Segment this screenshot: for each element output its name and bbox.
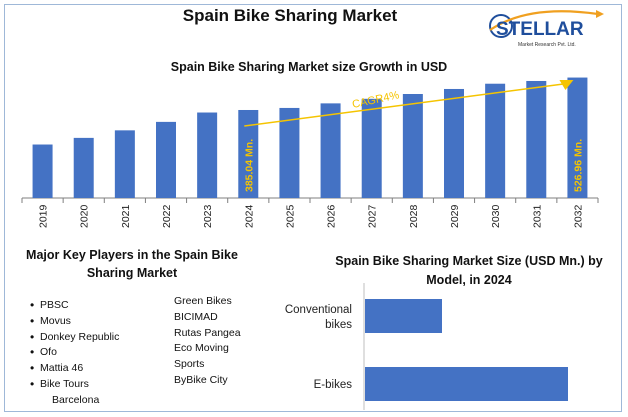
logo-subtext: Market Research Pvt. Ltd. [518,42,576,48]
player-item: Ofo [30,345,119,361]
players-title: Major Key Players in the Spain Bike Shar… [26,248,238,280]
x-tick-label: 2025 [284,204,296,228]
x-tick-label: 2027 [367,204,379,228]
logo-text: STELLAR [496,19,584,40]
x-tick-label: 2019 [38,204,50,228]
value-label-2032: 526.96 Mn. [572,139,584,192]
player-item: ByBike City [174,373,228,386]
bar-2023 [197,112,218,198]
player-item: Sports [174,358,205,371]
bar-2032 [567,77,588,198]
cagr-arrow-head [559,80,574,90]
x-tick-label: 2030 [490,204,502,228]
logo-swoosh [489,10,599,31]
x-tick-label: 2020 [79,204,91,228]
cagr-arrow-line [244,83,564,127]
x-tick-label: 2022 [161,204,173,228]
bar-2027 [361,98,382,198]
players-list-column1: PBSCMovusDonkey RepublicOfoMattia 46Bike… [30,298,119,409]
bar-2020 [73,137,94,198]
player-item: Rutas Pangea [174,326,241,339]
player-item: Bike Tours [30,377,119,393]
x-tick-label: 2028 [408,204,420,228]
bar-2026 [320,103,341,198]
bar-2019 [32,144,53,198]
value-label-2024: 385.04 Mn. [243,139,255,192]
bar-2024 [238,109,259,198]
bar-2031 [526,80,547,198]
player-item: Mattia 46 [30,361,119,377]
stellar-logo: STELLAR Market Research Pvt. Ltd. [489,10,604,48]
x-tick-label: 2032 [572,204,584,228]
player-item: BICIMAD [174,310,218,323]
bar-2028 [402,94,423,198]
x-tick-label: 2031 [531,204,543,228]
bar-2021 [114,130,135,198]
bar-2022 [156,121,176,198]
x-tick-label: 2026 [326,204,338,228]
players-list-column2: Green Bikes BICIMAD Rutas Pangea Eco Moving… [174,294,241,389]
chart-title: Spain Bike Sharing Market size Growth in… [170,60,448,74]
player-item: Green Bikes [174,295,232,307]
x-tick-label: 2029 [449,204,461,228]
player-item-continuation: Barcelona [52,393,100,406]
player-item: Donkey Republic [30,330,119,346]
model-chart-title: Spain Bike Sharing Market Size (USD Mn.)… [335,254,603,287]
x-tick-label: 2024 [243,204,255,228]
player-item: Movus [30,314,119,330]
page-title: Spain Bike Sharing Market [182,6,398,25]
bar-2030 [485,83,506,198]
player-item: Eco Moving [174,342,229,355]
player-item: PBSC [30,298,119,314]
growth-bar-chart: 2019 2020 2021 2022 2023 2024 2025 2026 2027 2028… [21,77,599,228]
x-tick-label: 2021 [120,204,132,228]
bar-2025 [279,107,300,198]
x-tick-label: 2023 [202,204,214,228]
bar-2029 [444,88,464,198]
logo-arrow [596,10,604,18]
logo-ring [489,14,513,38]
